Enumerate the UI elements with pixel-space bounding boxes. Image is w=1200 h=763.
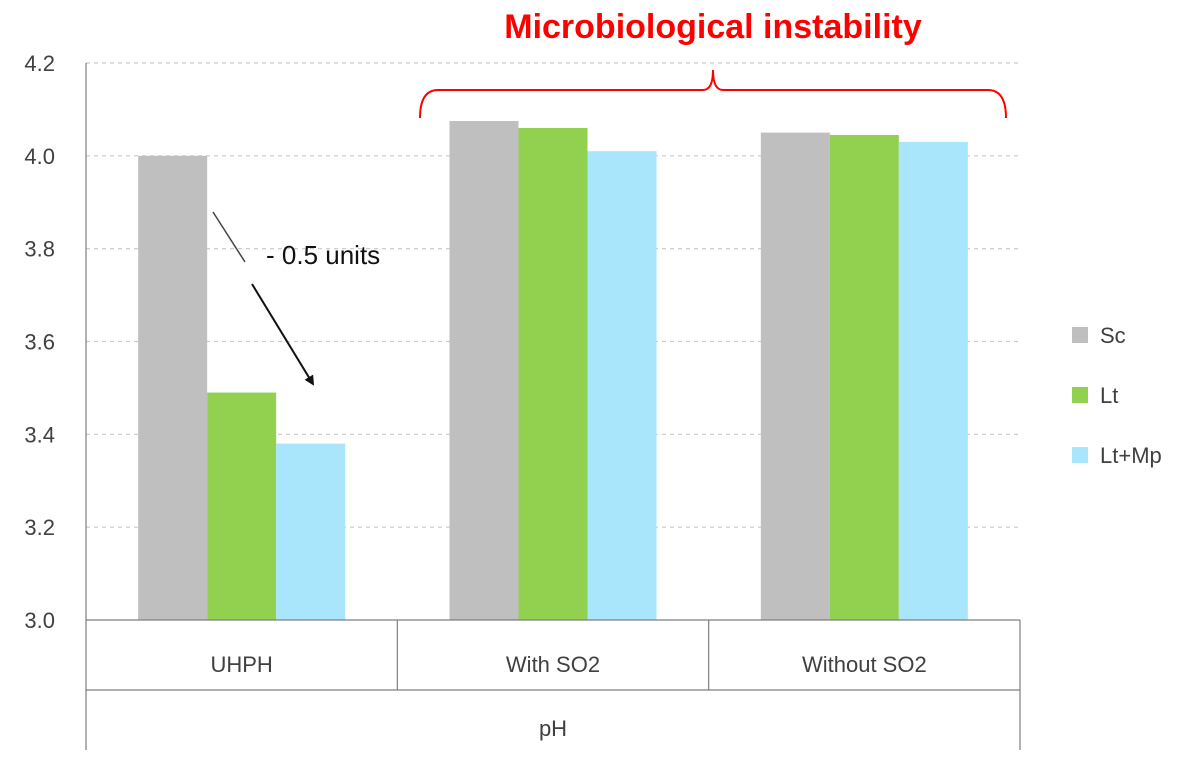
- bar-lt-1: [518, 127, 588, 620]
- y-tick-label: 3.2: [24, 515, 55, 540]
- arrow-line-lower: [251, 283, 315, 386]
- x-axis-title: pH: [539, 716, 567, 741]
- y-tick-label: 4.2: [24, 51, 55, 76]
- legend-swatch: [1072, 327, 1088, 343]
- y-tick-labels: 3.0 3.2 3.4 3.6 3.8 4.0 4.2: [24, 51, 55, 633]
- y-tick-label: 3.8: [24, 237, 55, 262]
- bar-lt-mp-1: [587, 151, 657, 621]
- arrow-line-upper: [212, 211, 246, 263]
- bar-sc-2: [760, 132, 830, 620]
- legend-label: Sc: [1100, 323, 1126, 348]
- category-label: With SO2: [506, 652, 600, 677]
- legend-label: Lt: [1100, 383, 1118, 408]
- category-label: UHPH: [210, 652, 272, 677]
- bracket-label: Microbiological instability: [504, 8, 922, 46]
- axes: [85, 63, 1021, 750]
- legend: Sc Lt Lt+Mp: [1072, 323, 1162, 468]
- bar-lt-0: [207, 392, 277, 620]
- bar-lt-mp-0: [276, 443, 346, 620]
- instability-bracket: Microbiological instability: [419, 8, 1007, 119]
- decrease-annotation: - 0.5 units: [212, 211, 380, 386]
- y-tick-label: 3.4: [24, 422, 55, 447]
- legend-swatch: [1072, 447, 1088, 463]
- bars: [138, 121, 968, 621]
- bar-sc-0: [138, 155, 208, 621]
- bar-lt-mp-2: [898, 141, 968, 621]
- y-tick-label: 4.0: [24, 144, 55, 169]
- bar-lt-2: [829, 134, 899, 620]
- arrow-label: - 0.5 units: [266, 240, 380, 270]
- y-tick-label: 3.6: [24, 330, 55, 355]
- category-labels: UHPH With SO2 Without SO2: [210, 652, 926, 677]
- y-tick-label: 3.0: [24, 608, 55, 633]
- legend-swatch: [1072, 387, 1088, 403]
- bar-sc-1: [449, 121, 519, 620]
- legend-label: Lt+Mp: [1100, 443, 1162, 468]
- bracket-shape: [419, 69, 1007, 119]
- category-label: Without SO2: [802, 652, 927, 677]
